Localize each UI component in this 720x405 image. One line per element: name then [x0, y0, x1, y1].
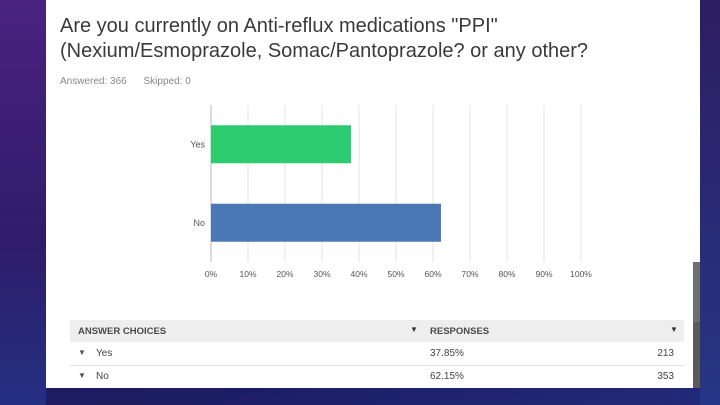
- x-tick-label: 90%: [535, 269, 552, 279]
- response-stats: Answered: 366 Skipped: 0: [60, 76, 205, 87]
- row-percent: 62.15%: [430, 371, 464, 382]
- expand-icon[interactable]: ▼: [78, 348, 86, 357]
- table-row[interactable]: ▼ Yes 37.85% 213: [70, 343, 684, 366]
- slide-background-right: [700, 0, 720, 405]
- scrollbar-track[interactable]: [693, 322, 700, 388]
- expand-icon[interactable]: ▼: [78, 371, 86, 380]
- skipped-count: Skipped: 0: [143, 76, 191, 87]
- x-tick-label: 40%: [350, 269, 367, 279]
- category-label: Yes: [190, 139, 205, 149]
- question-title: Are you currently on Anti-reflux medicat…: [60, 15, 589, 62]
- sort-choices-icon[interactable]: ▼: [410, 325, 418, 334]
- row-count: 353: [657, 371, 674, 382]
- row-percent: 37.85%: [430, 348, 464, 359]
- row-count: 213: [657, 348, 674, 359]
- x-tick-label: 20%: [276, 269, 293, 279]
- header-answer-choices: ANSWER CHOICES: [78, 326, 167, 337]
- x-tick-label: 50%: [387, 269, 404, 279]
- table-header: ANSWER CHOICES ▼ RESPONSES ▼: [70, 320, 684, 342]
- scrollbar[interactable]: [693, 262, 700, 322]
- bar-chart: 0% 10% 20% 30% 40% 50% 60% 70% 80% 90% 100% Yes No: [190, 105, 592, 279]
- x-tick-label: 0%: [205, 269, 218, 279]
- category-label: No: [193, 218, 205, 228]
- answered-count: Answered: 366: [60, 76, 127, 87]
- row-choice: Yes: [96, 348, 113, 359]
- x-tick-label: 60%: [424, 269, 441, 279]
- bar-yes[interactable]: [211, 125, 352, 164]
- x-tick-label: 80%: [498, 269, 515, 279]
- x-tick-label: 10%: [239, 269, 256, 279]
- x-tick-label: 30%: [313, 269, 330, 279]
- table-row[interactable]: ▼ No 62.15% 353: [70, 366, 684, 388]
- sort-responses-icon[interactable]: ▼: [670, 325, 678, 334]
- row-choice: No: [96, 371, 109, 382]
- x-tick-label: 70%: [461, 269, 478, 279]
- x-tick-label: 100%: [570, 269, 592, 279]
- header-responses: RESPONSES: [430, 326, 490, 337]
- bar-no[interactable]: [211, 203, 441, 242]
- survey-card: Are you currently on Anti-reflux medicat…: [46, 0, 700, 388]
- slide-background-left: [0, 0, 46, 405]
